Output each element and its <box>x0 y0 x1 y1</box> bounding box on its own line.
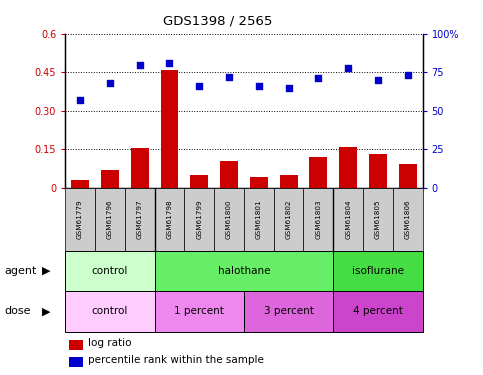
Point <box>285 85 293 91</box>
Bar <box>250 177 268 188</box>
Bar <box>101 170 119 188</box>
Point <box>76 97 84 103</box>
Text: GSM61803: GSM61803 <box>315 200 321 239</box>
Point <box>166 60 173 66</box>
Text: GSM61802: GSM61802 <box>285 200 292 239</box>
Point <box>374 77 382 83</box>
Text: GDS1398 / 2565: GDS1398 / 2565 <box>163 15 272 28</box>
Text: GSM61799: GSM61799 <box>196 200 202 239</box>
Text: GSM61796: GSM61796 <box>107 200 113 239</box>
Text: 4 percent: 4 percent <box>353 306 403 316</box>
Text: GSM61806: GSM61806 <box>405 200 411 239</box>
Bar <box>95 188 125 251</box>
Text: log ratio: log ratio <box>88 338 132 348</box>
Bar <box>71 180 89 188</box>
Bar <box>220 160 238 188</box>
Bar <box>65 251 155 291</box>
Text: percentile rank within the sample: percentile rank within the sample <box>88 355 264 365</box>
Text: GSM61800: GSM61800 <box>226 200 232 239</box>
Bar <box>125 188 155 251</box>
Bar <box>160 70 178 188</box>
Text: agent: agent <box>5 266 37 276</box>
Bar <box>155 291 244 332</box>
Bar <box>65 291 155 332</box>
Bar <box>244 188 274 251</box>
Bar <box>131 148 149 188</box>
Text: GSM61804: GSM61804 <box>345 200 351 239</box>
Bar <box>69 357 83 368</box>
Text: GSM61798: GSM61798 <box>167 200 172 239</box>
Point <box>314 75 322 81</box>
Bar <box>214 188 244 251</box>
Text: GSM61801: GSM61801 <box>256 200 262 239</box>
Bar <box>333 291 423 332</box>
Bar <box>399 164 417 188</box>
Text: 1 percent: 1 percent <box>174 306 224 316</box>
Point <box>106 80 114 86</box>
Bar <box>339 147 357 188</box>
Bar <box>244 291 333 332</box>
Bar <box>333 251 423 291</box>
Bar <box>274 188 303 251</box>
Text: GSM61797: GSM61797 <box>137 200 142 239</box>
Point <box>344 64 352 70</box>
Text: control: control <box>92 306 128 316</box>
Bar <box>280 175 298 188</box>
Bar <box>393 188 423 251</box>
Text: GSM61805: GSM61805 <box>375 200 381 239</box>
Text: ▶: ▶ <box>42 266 50 276</box>
Point <box>255 83 263 89</box>
Bar <box>369 154 387 188</box>
Bar <box>303 188 333 251</box>
Bar <box>363 188 393 251</box>
Text: dose: dose <box>5 306 31 316</box>
Text: control: control <box>92 266 128 276</box>
Bar <box>190 175 208 188</box>
Point <box>136 62 143 68</box>
Bar <box>69 340 83 350</box>
Bar <box>155 188 185 251</box>
Bar <box>310 157 327 188</box>
Bar <box>155 251 333 291</box>
Point <box>404 72 412 78</box>
Text: 3 percent: 3 percent <box>264 306 313 316</box>
Bar <box>65 188 95 251</box>
Bar <box>185 188 214 251</box>
Point <box>225 74 233 80</box>
Text: ▶: ▶ <box>42 306 50 316</box>
Text: halothane: halothane <box>218 266 270 276</box>
Bar <box>333 188 363 251</box>
Text: isoflurane: isoflurane <box>352 266 404 276</box>
Text: GSM61779: GSM61779 <box>77 200 83 239</box>
Point <box>196 83 203 89</box>
